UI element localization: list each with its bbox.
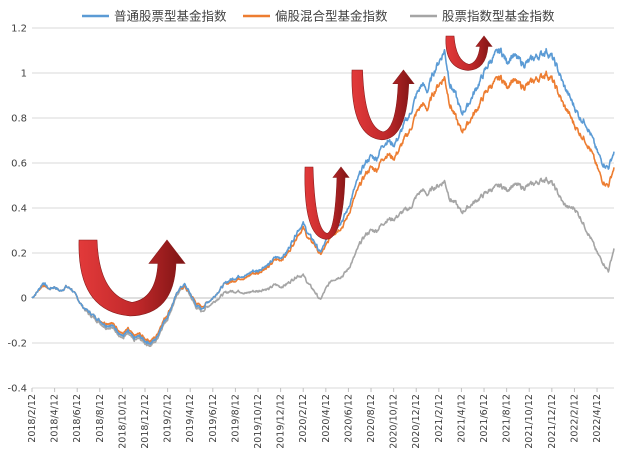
x-tick-label: 2022/4/12 <box>592 394 603 443</box>
x-tick-label: 2020/8/12 <box>366 394 377 443</box>
series-line <box>31 70 615 343</box>
arrow-u-2020a <box>304 166 350 240</box>
arrow-u-2020b <box>351 69 415 141</box>
y-tick-label: 0.4 <box>11 204 27 215</box>
x-tick-label: 2018/6/12 <box>72 394 83 443</box>
x-tick-label: 2021/8/12 <box>502 394 513 443</box>
x-tick-label: 2022/2/12 <box>569 394 580 443</box>
legend-label: 普通股票型基金指数 <box>114 9 227 24</box>
grid-lines <box>32 27 614 389</box>
x-tick-label: 2020/6/12 <box>343 394 354 443</box>
y-tick-label: -0.2 <box>7 339 27 350</box>
x-tick-label: 2019/6/12 <box>208 394 219 443</box>
x-tick-label: 2018/8/12 <box>95 394 106 443</box>
x-tick-label: 2021/4/12 <box>456 394 467 443</box>
x-tick-label: 2019/8/12 <box>230 394 241 443</box>
legend-label: 偏股混合型基金指数 <box>275 9 388 24</box>
x-tick-label: 2021/10/12 <box>524 394 535 449</box>
x-tick-label: 2020/10/12 <box>389 394 400 449</box>
x-tick-label: 2018/10/12 <box>117 394 128 449</box>
x-tick-label: 2019/2/12 <box>163 394 174 443</box>
x-tick-label: 2021/6/12 <box>479 394 490 443</box>
y-tick-label: 0.6 <box>11 159 27 170</box>
x-tick-label: 2021/2/12 <box>434 394 445 443</box>
y-tick-label: 0.8 <box>11 114 27 125</box>
y-axis-ticks: -0.4 -0.2 0 0.2 0.4 0.6 0.8 1 1.2 <box>7 24 27 395</box>
y-tick-label: -0.4 <box>7 384 27 395</box>
x-tick-label: 2021/12/12 <box>547 394 558 449</box>
x-tick-label: 2018/2/12 <box>27 394 38 443</box>
arrow-u-2021 <box>445 35 493 71</box>
series-line <box>31 47 615 345</box>
legend-label: 股票指数型基金指数 <box>442 9 555 24</box>
y-tick-label: 0.2 <box>11 249 27 260</box>
x-tick-label: 2019/12/12 <box>276 394 287 449</box>
y-tick-label: 1 <box>21 69 27 80</box>
y-tick-label: 1.2 <box>11 24 27 35</box>
x-tick-label: 2018/4/12 <box>50 394 61 443</box>
x-tick-label: 2020/2/12 <box>298 394 309 443</box>
x-tick-label: 2019/10/12 <box>253 394 264 449</box>
y-tick-label: 0 <box>21 294 27 305</box>
arrow-u-2018 <box>78 239 186 317</box>
legend: 普通股票型基金指数 偏股混合型基金指数 股票指数型基金指数 <box>82 9 555 24</box>
x-tick-label: 2018/12/12 <box>140 394 151 449</box>
x-tick-label: 2020/12/12 <box>411 394 422 449</box>
x-axis-ticks: 2018/2/12 2018/4/12 2018/6/12 2018/8/12 2018… <box>27 388 603 449</box>
series-line <box>31 176 615 348</box>
x-tick-label: 2020/4/12 <box>321 394 332 443</box>
series-lines <box>31 47 615 348</box>
x-tick-label: 2019/4/12 <box>185 394 196 443</box>
trend-arrows <box>78 35 493 317</box>
